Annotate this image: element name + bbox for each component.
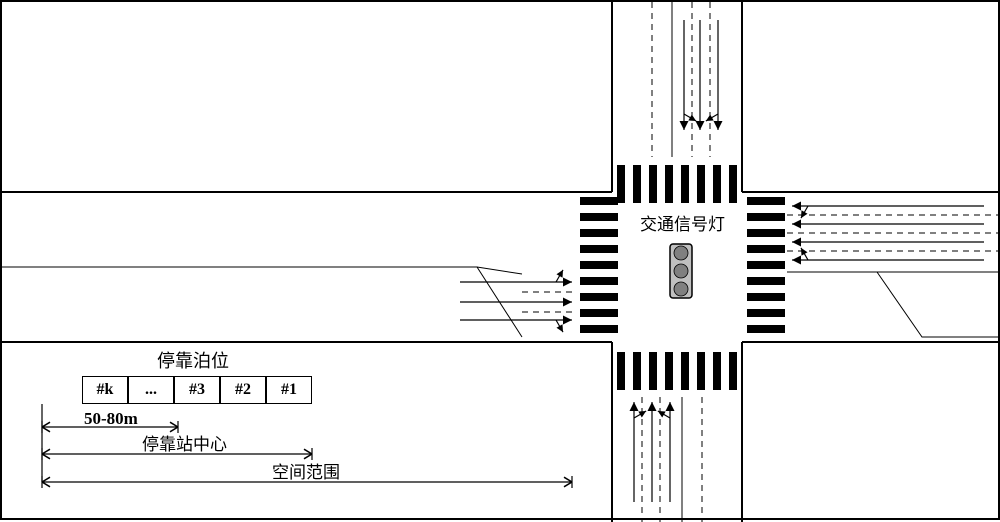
- svg-text:停靠泊位: 停靠泊位: [157, 351, 229, 371]
- berth-cell: #k: [82, 376, 128, 404]
- svg-text:空间范围: 空间范围: [272, 463, 340, 482]
- svg-text:50-80m: 50-80m: [84, 409, 138, 428]
- berth-cell: #2: [220, 376, 266, 404]
- berth-cell: #3: [174, 376, 220, 404]
- svg-text:停靠站中心: 停靠站中心: [142, 435, 227, 454]
- berth-cell: ...: [128, 376, 174, 404]
- berth-cell: #1: [266, 376, 312, 404]
- intersection-diagram: 交通信号灯停靠泊位 50-80m停靠站中心空间范围 #k...#3#2#1: [0, 0, 1000, 520]
- svg-text:交通信号灯: 交通信号灯: [640, 215, 725, 234]
